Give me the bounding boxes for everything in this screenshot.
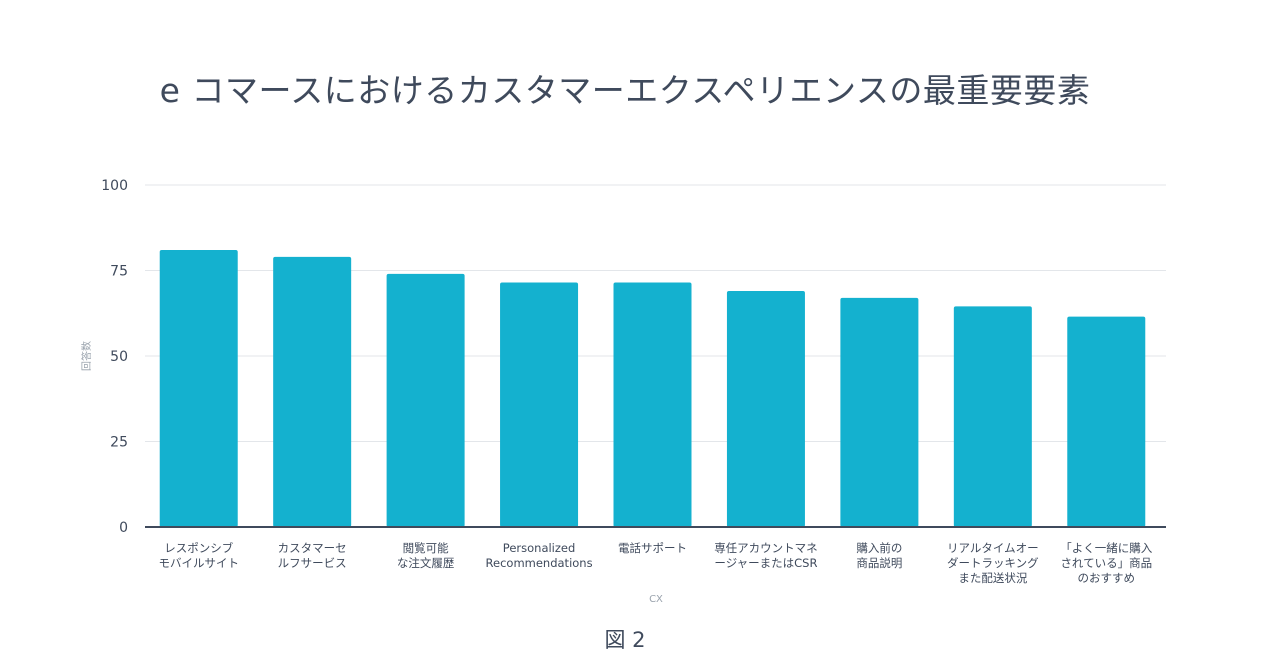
x-tick-label: 電話サポート [618,541,687,555]
bar [273,256,352,527]
y-tick-label: 50 [110,349,128,365]
x-tick-label: 「よく一緒に購入されている」商品のおすすめ [1060,541,1152,585]
y-axis-title: 回答数 [80,341,93,371]
bar [1067,316,1146,527]
x-tick-label: レスポンシブモバイルサイト [158,541,239,570]
y-tick-label: 75 [110,264,128,280]
y-tick-label: 100 [101,178,128,194]
figure-caption: 図 2 [604,628,646,652]
chart-title: e コマースにおけるカスタマーエクスペリエンスの最重要要素 [159,71,1091,110]
y-tick-label: 0 [119,520,128,536]
y-tick-labels: 0 25 50 75 100 [101,178,128,536]
x-tick-label: カスタマーセルフサービス [278,541,347,570]
x-tick-label: 閲覧可能な注文履歴 [397,541,455,570]
bar [386,273,465,527]
x-tick-label: 購入前の商品説明 [856,541,902,570]
bar [500,282,579,527]
bar [953,306,1032,527]
x-axis-title: CX [649,594,663,605]
bar [726,291,805,527]
bar [613,282,692,527]
x-tick-label: 専任アカウントマネージャーまたはCSR [714,541,818,570]
x-tick-label: Personalized Recommendations [486,541,593,570]
x-tick-labels: レスポンシブモバイルサイト カスタマーセルフサービス 閲覧可能な注文履歴 Person… [158,541,1152,585]
bar [840,297,919,527]
x-tick-label: リアルタイムオーダートラッキングまた配送状況 [947,541,1039,585]
bars [159,249,1146,528]
y-tick-label: 25 [110,435,128,451]
bar [159,249,238,528]
